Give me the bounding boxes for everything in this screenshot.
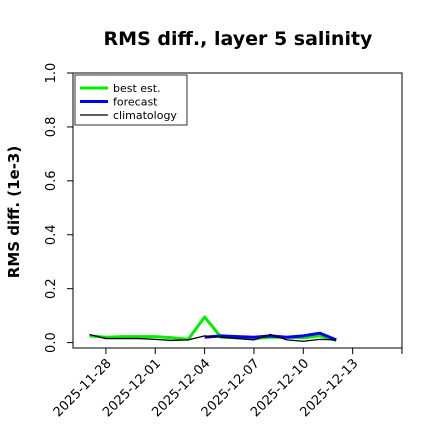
y-tick-label: 0.4	[44, 224, 59, 245]
y-tick-label: 0.2	[44, 278, 59, 299]
y-tick-label: 0.0	[44, 332, 59, 353]
y-axis-label: RMS diff. (1e-3)	[5, 146, 23, 278]
plot-series	[89, 315, 337, 342]
legend-label-best-est: best est.	[113, 82, 161, 95]
legend-label-forecast: forecast	[113, 96, 158, 109]
y-tick-label: 0.6	[44, 170, 59, 191]
legend-box	[74, 74, 188, 126]
chart-title: RMS diff., layer 5 salinity	[104, 28, 374, 50]
series-line-forecast	[204, 331, 337, 342]
series-line-climatology	[89, 333, 337, 342]
y-tick-label: 1.0	[44, 63, 59, 84]
plot-frame	[72, 72, 403, 349]
legend-label-climatology: climatology	[113, 109, 177, 122]
y-axis: 0.0 0.2 0.4 0.6 0.8 1.0	[44, 63, 73, 353]
y-tick-label: 0.8	[44, 117, 59, 138]
x-axis: 2025-11-282025-12-012025-12-042025-12-07…	[51, 348, 403, 420]
